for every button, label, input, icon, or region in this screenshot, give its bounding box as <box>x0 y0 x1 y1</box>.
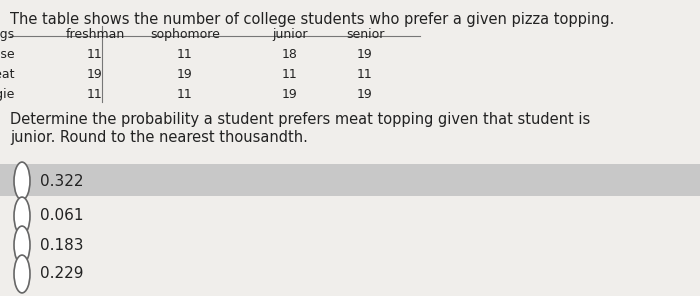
Text: 11: 11 <box>357 68 373 81</box>
Text: 19: 19 <box>87 68 103 81</box>
Ellipse shape <box>14 162 30 200</box>
Text: cheese: cheese <box>0 48 15 61</box>
Text: 0.229: 0.229 <box>40 266 83 281</box>
Text: junior: junior <box>272 28 308 41</box>
Text: 11: 11 <box>87 88 103 101</box>
Text: 19: 19 <box>282 88 298 101</box>
Text: The table shows the number of college students who prefer a given pizza topping.: The table shows the number of college st… <box>10 12 615 27</box>
Text: 0.322: 0.322 <box>40 173 83 189</box>
Text: 18: 18 <box>282 48 298 61</box>
Text: Determine the probability a student prefers meat topping given that student is: Determine the probability a student pref… <box>10 112 590 127</box>
Text: meat: meat <box>0 68 15 81</box>
Text: 19: 19 <box>177 68 193 81</box>
Text: 19: 19 <box>357 48 373 61</box>
Text: 11: 11 <box>87 48 103 61</box>
Bar <box>0 164 700 196</box>
Text: 19: 19 <box>357 88 373 101</box>
Text: senior: senior <box>346 28 384 41</box>
Text: 11: 11 <box>177 48 193 61</box>
Ellipse shape <box>14 226 30 264</box>
Ellipse shape <box>14 255 30 293</box>
Text: 0.183: 0.183 <box>40 237 83 252</box>
Text: 11: 11 <box>177 88 193 101</box>
Ellipse shape <box>14 197 30 235</box>
Text: toppings: toppings <box>0 28 15 41</box>
Text: junior. Round to the nearest thousandth.: junior. Round to the nearest thousandth. <box>10 130 308 145</box>
Text: 11: 11 <box>282 68 298 81</box>
Text: freshman: freshman <box>65 28 125 41</box>
Text: sophomore: sophomore <box>150 28 220 41</box>
Text: veggie: veggie <box>0 88 15 101</box>
Text: 0.061: 0.061 <box>40 208 83 223</box>
